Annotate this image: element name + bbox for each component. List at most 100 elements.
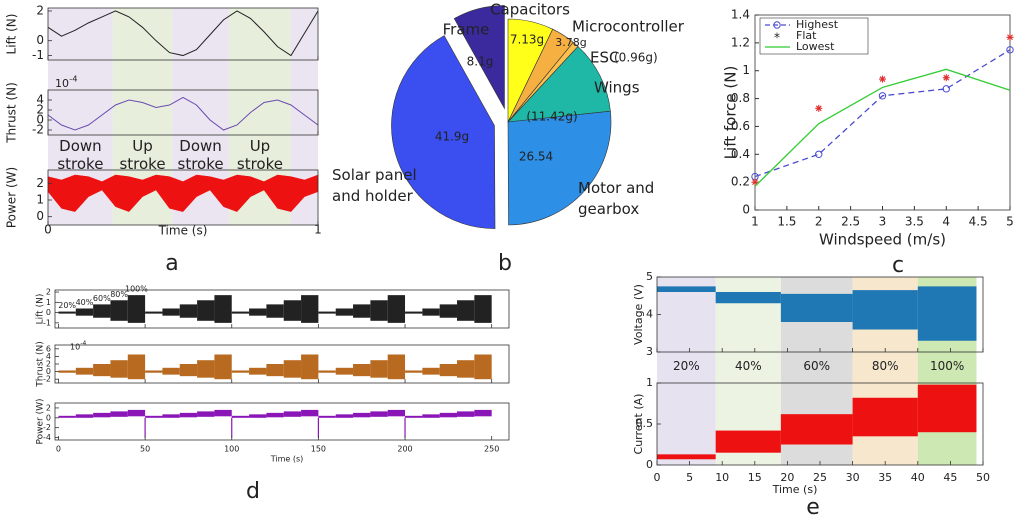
annotation: 100% — [125, 285, 148, 294]
region-label: Down stroke — [178, 137, 224, 173]
multiplier-exponent: -4 — [80, 340, 86, 347]
region-label-line: 100% — [930, 359, 964, 373]
signal-segment — [405, 415, 423, 418]
x-tick-label: 1 — [314, 223, 322, 237]
signal-segment — [93, 364, 111, 377]
signal-segment — [335, 367, 354, 375]
region-label-line: stroke — [237, 155, 283, 173]
panel-label: c — [892, 253, 904, 278]
slice-name-line: and holder — [332, 187, 414, 205]
signal-segment — [439, 364, 458, 377]
signal-segment — [214, 295, 232, 323]
signal-segment — [852, 397, 918, 437]
signal-segment — [318, 311, 336, 314]
signal-segment — [197, 411, 215, 417]
y-tick-label: 0 — [36, 113, 44, 127]
signal-segment — [657, 454, 716, 460]
y-tick-label: -1 — [43, 318, 51, 327]
panel-label: a — [165, 251, 178, 276]
legend-label: Lowest — [796, 40, 835, 53]
signal-segment — [387, 409, 406, 417]
y-axis-label: Lift force (N) — [722, 66, 740, 160]
x-tick-label: 20 — [780, 471, 794, 484]
y-tick-label: -2 — [43, 423, 51, 432]
signal-segment — [439, 304, 458, 318]
signal-segment — [145, 311, 163, 314]
signal-segment — [283, 300, 302, 321]
signal-segment — [162, 308, 180, 316]
multiplier-base: 10 — [70, 343, 80, 352]
signal-segment — [162, 367, 180, 375]
signal-segment — [249, 414, 267, 418]
signal-segment — [370, 300, 388, 321]
y-tick-label: 0 — [742, 203, 750, 217]
x-tick-label: 5 — [1006, 215, 1014, 229]
marker — [879, 75, 886, 83]
axes-box — [54, 402, 510, 441]
signal-segment — [214, 354, 232, 380]
signal-segment — [214, 409, 232, 417]
marker — [942, 85, 950, 93]
signal-segment — [75, 414, 94, 418]
signal-segment — [197, 360, 215, 378]
signal-segment — [353, 364, 371, 377]
x-tick-label: 0 — [44, 223, 52, 237]
y-tick-label: 0 — [46, 367, 51, 376]
region-label-line: stroke — [119, 155, 165, 173]
x-tick-label: 0 — [654, 471, 661, 484]
legend-marker: * — [774, 31, 780, 45]
signal-segment — [318, 415, 336, 418]
y-tick-label: 0.6 — [731, 119, 750, 133]
signal-segment — [370, 360, 388, 378]
slice-name-line: Motor and — [578, 179, 654, 197]
x-tick-label: 0 — [56, 445, 61, 454]
signal-segment — [457, 360, 475, 378]
x-tick-label: 30 — [846, 471, 860, 484]
annotation: 20% — [58, 301, 76, 310]
marker — [942, 74, 950, 82]
slice-name: Wings — [594, 79, 640, 97]
x-tick-label: 250 — [484, 445, 499, 454]
signal-segment — [283, 360, 302, 378]
legend-label: Flat — [796, 29, 817, 42]
signal-line — [47, 10, 319, 57]
signal-segment — [405, 311, 423, 314]
y-tick-label: 0.2 — [731, 175, 750, 189]
signal-segment — [179, 304, 198, 318]
region-label-line: 80% — [872, 359, 899, 373]
slice-name: Solar panel and holder — [332, 166, 417, 205]
x-tick-label: 35 — [878, 471, 892, 484]
panel-label: b — [498, 251, 512, 276]
region-label: 80% — [872, 359, 899, 373]
x-tick-label: 2.5 — [841, 215, 860, 229]
signal-segment — [110, 360, 128, 378]
x-tick-label: 15 — [748, 471, 762, 484]
y-axis-label: Lift (N) — [36, 294, 46, 325]
signal-segment — [58, 311, 76, 314]
signal-segment — [301, 295, 319, 323]
signal-segment — [917, 384, 977, 433]
y-axis-label: Thrust (N) — [5, 82, 19, 144]
signal-segment — [852, 290, 918, 330]
marker — [878, 92, 887, 100]
multiplier-base: 10 — [55, 77, 69, 90]
x-tick-label: 1 — [751, 215, 759, 229]
signal-segment — [127, 409, 146, 417]
signal-segment — [266, 304, 284, 318]
signal-segment — [474, 295, 492, 323]
signal-segment — [353, 412, 371, 418]
axes-box — [47, 169, 319, 226]
signal-segment — [301, 409, 319, 417]
x-tick-label: 25 — [813, 471, 827, 484]
signal-segment — [301, 354, 319, 380]
region-label-line: Down — [59, 137, 102, 155]
signal-segment — [75, 367, 94, 375]
x-tick-label: 200 — [397, 445, 412, 454]
x-tick-label: 2 — [815, 215, 823, 229]
signal-segment — [422, 367, 440, 375]
y-axis-label: Thrust (N) — [36, 341, 46, 387]
axes-box — [47, 89, 319, 136]
y-tick-label: 1 — [742, 63, 750, 77]
signal-segment — [249, 308, 267, 316]
signal-segment — [58, 415, 76, 418]
